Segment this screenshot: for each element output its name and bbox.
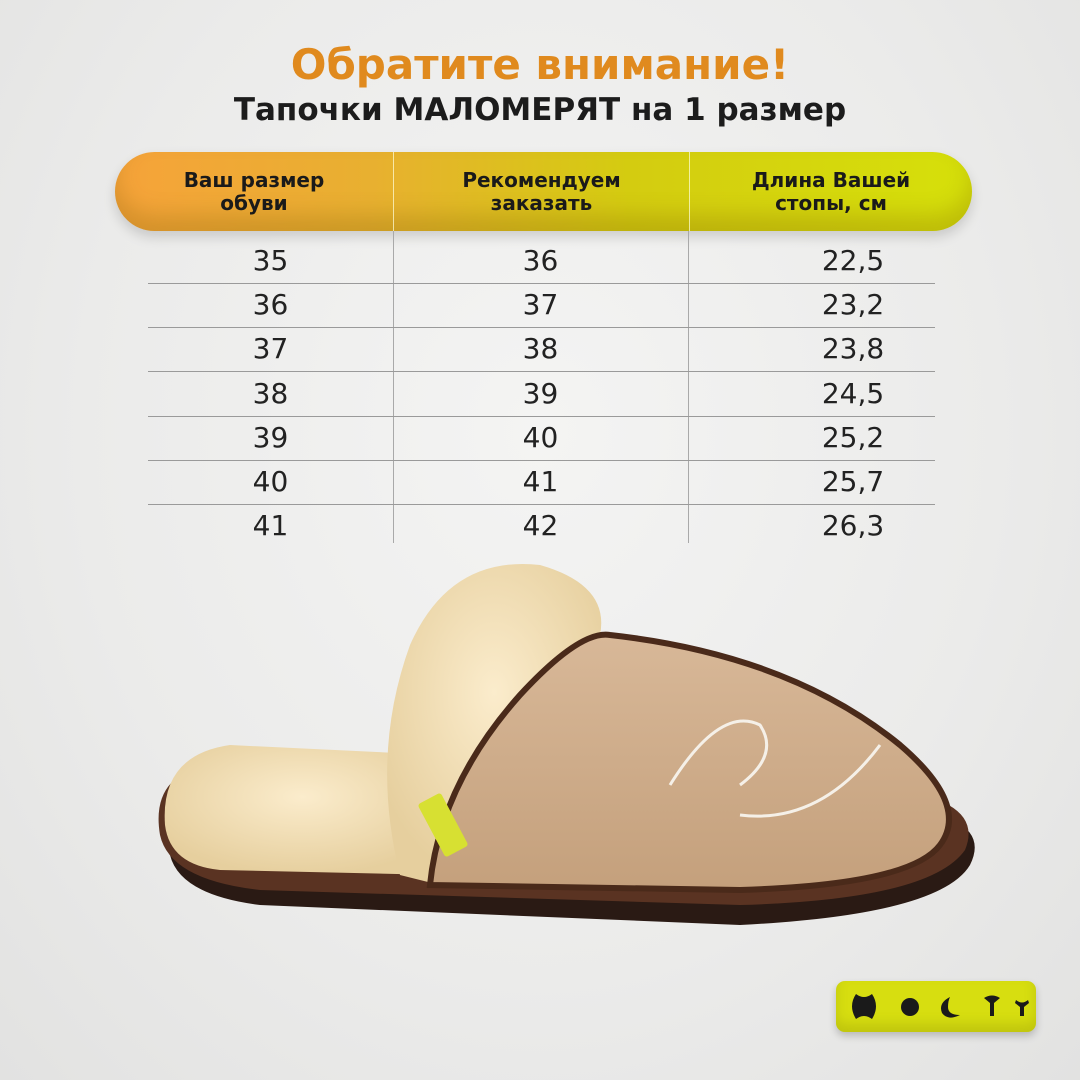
column-divider	[688, 231, 689, 543]
cell-foot-length: 25,7	[821, 465, 885, 498]
brand-logo	[836, 981, 1036, 1032]
brand-tag	[418, 793, 468, 857]
slipper-image	[158, 564, 975, 925]
cell-recommended-size: 36	[522, 244, 559, 277]
cell-your-size: 41	[252, 509, 289, 543]
size-table-header: Ваш размер обуви Рекомендуем заказать Дл…	[115, 152, 972, 231]
column-header-recommended: Рекомендуем заказать	[393, 152, 689, 231]
cell-foot-length: 22,5	[821, 244, 885, 277]
cell-your-size: 37	[252, 332, 289, 366]
page-title: Обратите внимание!	[290, 40, 790, 89]
cell-your-size: 39	[252, 420, 289, 454]
cell-your-size: 35	[252, 244, 289, 277]
cell-recommended-size: 41	[522, 465, 559, 498]
cell-foot-length: 23,8	[821, 332, 885, 366]
table-row: 37 38 23,8	[148, 327, 935, 373]
slipper-upper	[426, 631, 952, 894]
slipper-fur-insole	[164, 745, 440, 875]
cell-foot-length: 25,2	[821, 420, 885, 454]
column-header-your-size: Ваш размер обуви	[183, 167, 325, 215]
cell-foot-length: 23,2	[821, 288, 885, 322]
table-row: 40 41 25,7	[148, 460, 935, 505]
page-subtitle: Тапочки МАЛОМЕРЯТ на 1 размер	[233, 92, 847, 128]
cell-foot-length: 26,3	[821, 509, 885, 543]
brand-logo-icon	[852, 994, 1029, 1019]
cell-recommended-size: 38	[522, 332, 559, 366]
column-header-foot-length: Длина Вашей стопы, см	[689, 152, 972, 231]
cell-your-size: 40	[252, 465, 289, 498]
cell-foot-length: 24,5	[821, 376, 885, 410]
table-row: 36 37 23,2	[148, 283, 935, 329]
column-divider	[393, 231, 394, 543]
table-row: 41 42 26,3	[148, 504, 935, 548]
cell-recommended-size: 37	[522, 288, 559, 322]
cell-your-size: 38	[252, 376, 289, 410]
cell-recommended-size: 40	[522, 420, 559, 454]
table-row: 39 40 25,2	[148, 416, 935, 461]
cell-recommended-size: 39	[522, 376, 559, 410]
cell-recommended-size: 42	[522, 509, 559, 543]
table-row: 38 39 24,5	[148, 372, 935, 417]
embroidery	[668, 719, 882, 818]
table-row: 35 36 22,5	[148, 239, 935, 284]
cell-your-size: 36	[252, 288, 289, 322]
